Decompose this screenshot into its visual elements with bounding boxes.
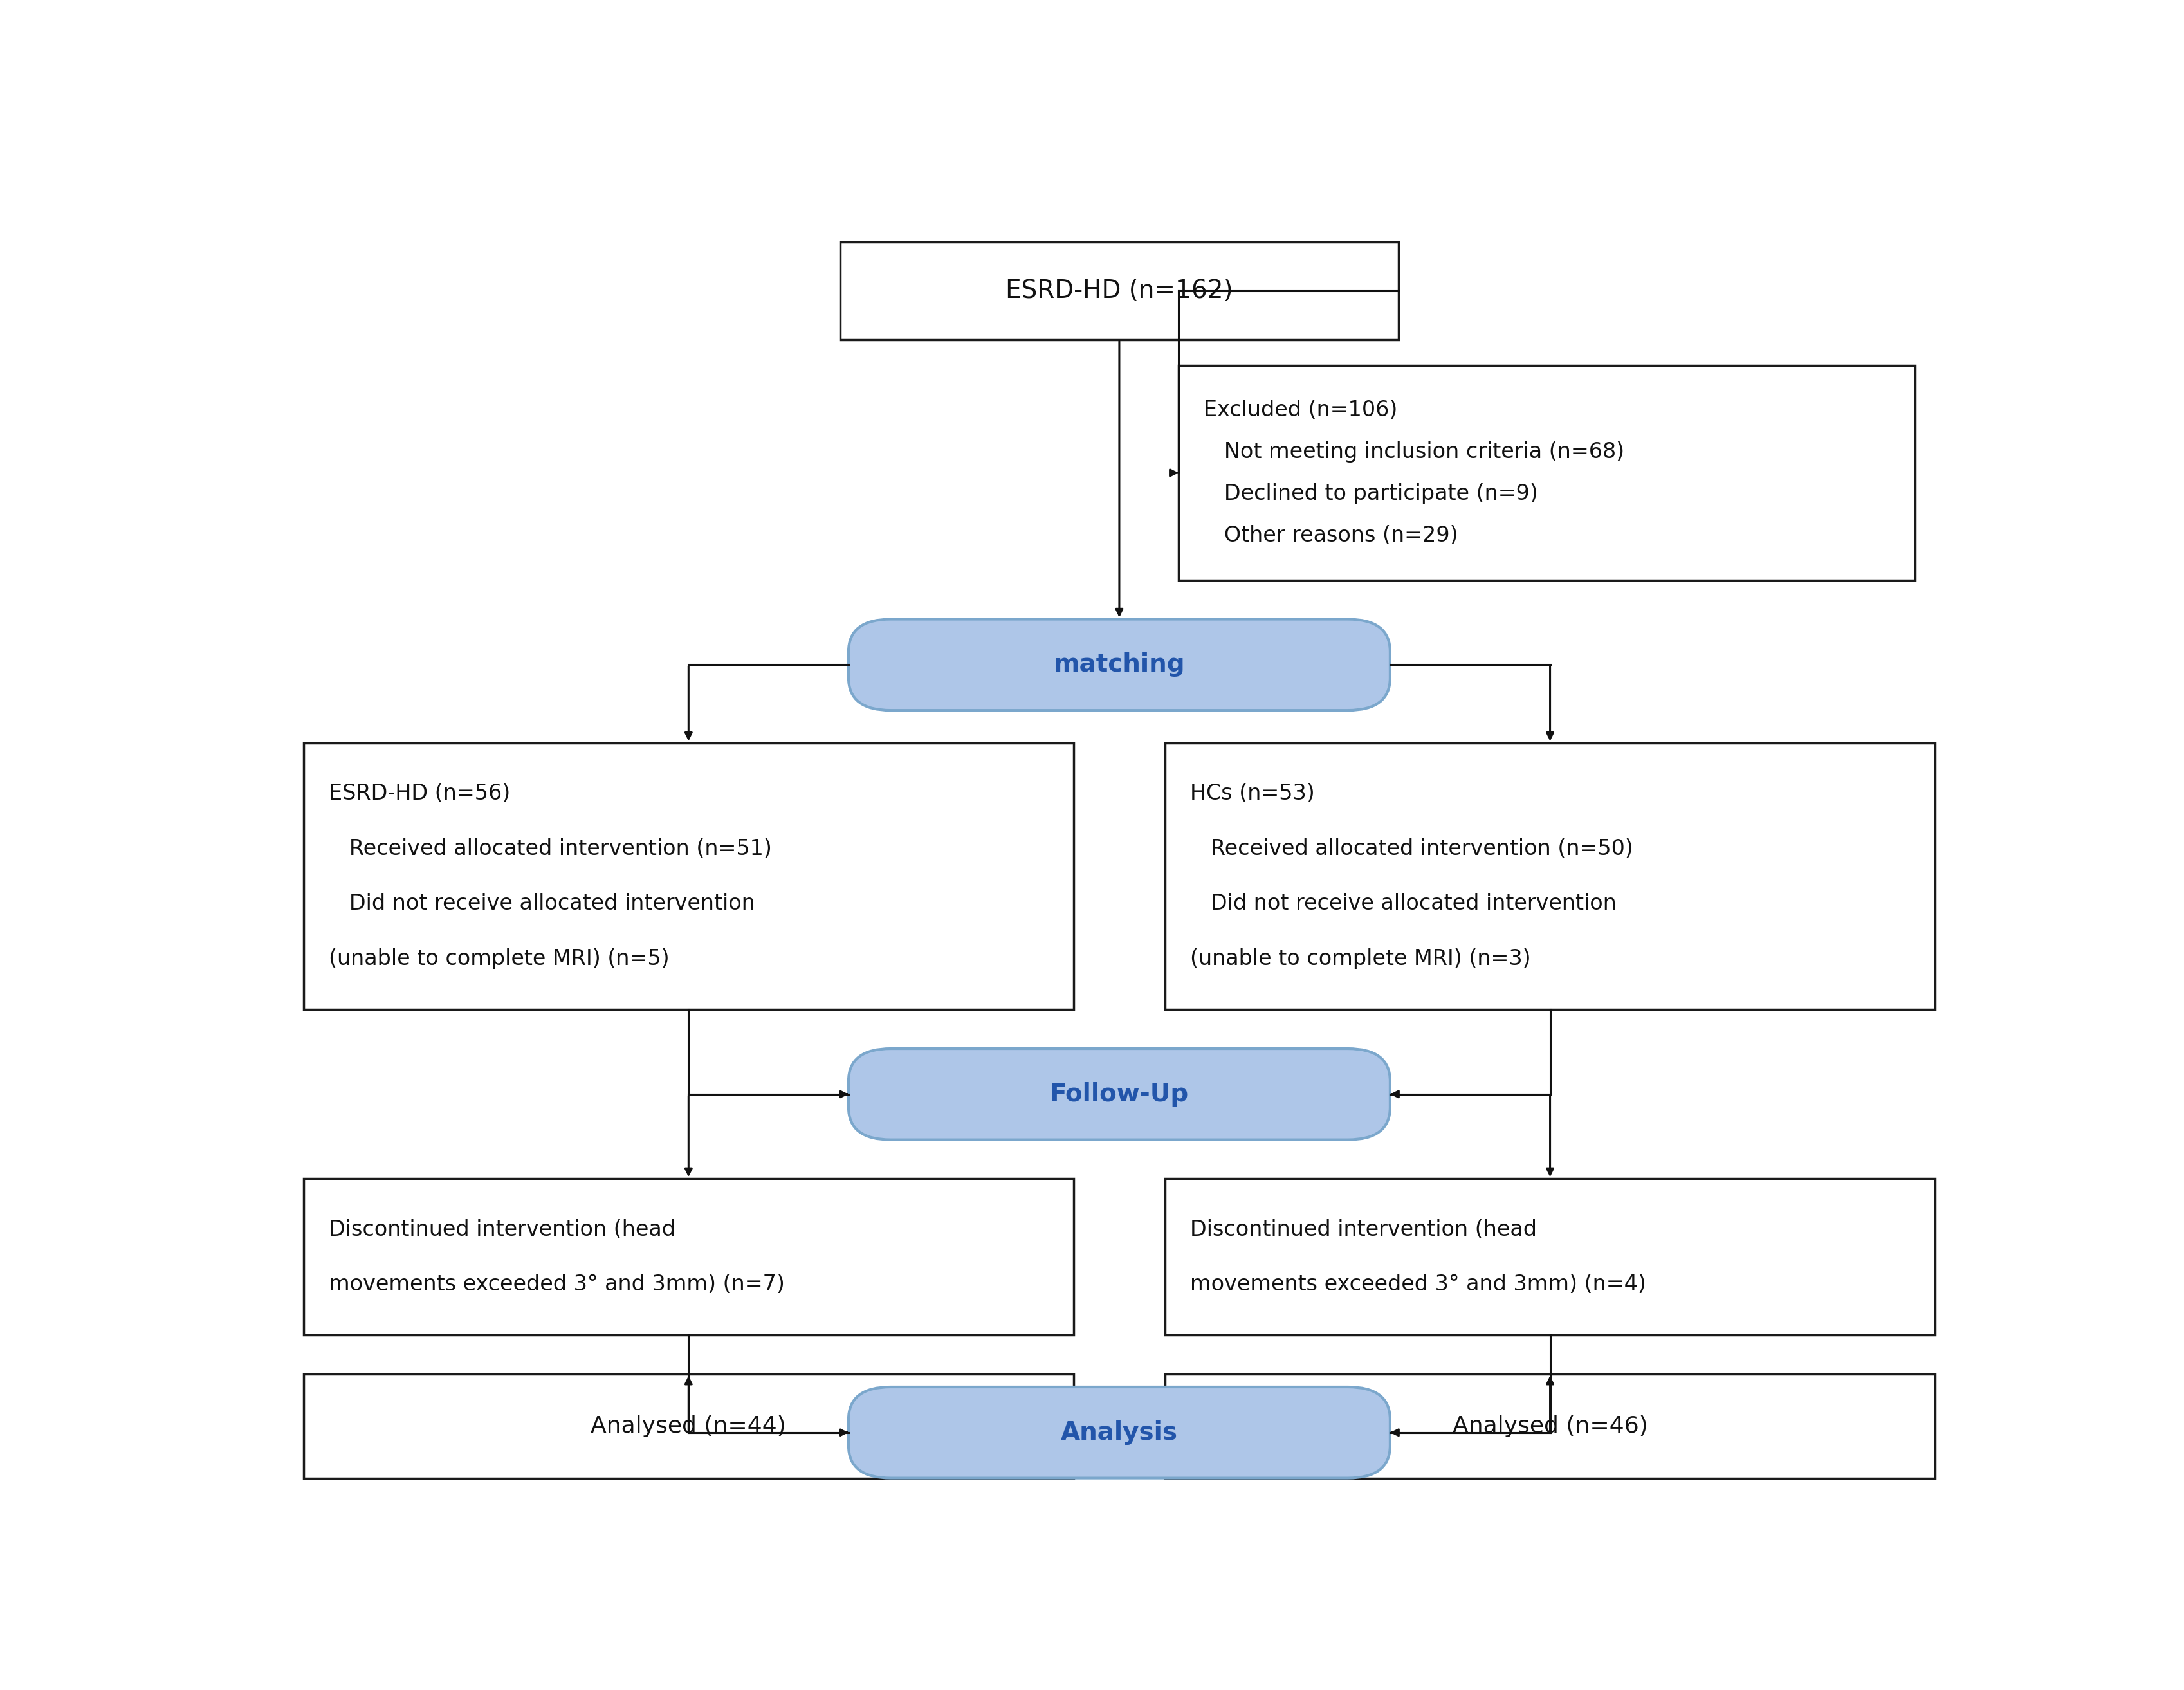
Text: ESRD-HD (n=162): ESRD-HD (n=162) [1005,279,1234,303]
Text: HCs (n=53): HCs (n=53) [1190,782,1315,804]
FancyBboxPatch shape [850,1387,1391,1479]
Text: Analysed (n=46): Analysed (n=46) [1452,1415,1647,1436]
Text: Declined to participate (n=9): Declined to participate (n=9) [1203,483,1538,504]
Text: Received allocated intervention (n=51): Received allocated intervention (n=51) [330,838,771,859]
Text: movements exceeded 3° and 3mm) (n=7): movements exceeded 3° and 3mm) (n=7) [330,1274,784,1295]
Bar [304,1180,1075,1335]
Text: Analysis: Analysis [1061,1420,1177,1445]
Text: Excluded (n=106): Excluded (n=106) [1203,399,1398,421]
FancyBboxPatch shape [850,1048,1391,1139]
Text: Discontinued intervention (head: Discontinued intervention (head [1190,1218,1538,1240]
Text: Discontinued intervention (head: Discontinued intervention (head [330,1218,675,1240]
Bar [1164,1374,1935,1479]
Text: Other reasons (n=29): Other reasons (n=29) [1203,526,1459,546]
Text: Not meeting inclusion criteria (n=68): Not meeting inclusion criteria (n=68) [1203,441,1625,463]
Bar [1164,744,1935,1009]
FancyBboxPatch shape [850,619,1391,710]
Text: Follow-Up: Follow-Up [1051,1082,1188,1107]
Text: movements exceeded 3° and 3mm) (n=4): movements exceeded 3° and 3mm) (n=4) [1190,1274,1647,1295]
Text: (unable to complete MRI) (n=5): (unable to complete MRI) (n=5) [330,948,670,970]
Text: (unable to complete MRI) (n=3): (unable to complete MRI) (n=3) [1190,948,1531,970]
Text: Did not receive allocated intervention: Did not receive allocated intervention [1190,892,1616,914]
Text: Received allocated intervention (n=50): Received allocated intervention (n=50) [1190,838,1634,859]
Bar [1164,1180,1935,1335]
Text: Did not receive allocated intervention: Did not receive allocated intervention [330,892,756,914]
Text: ESRD-HD (n=56): ESRD-HD (n=56) [330,782,511,804]
Bar [304,1374,1075,1479]
Bar [1179,365,1915,580]
Bar [841,242,1398,340]
Text: matching: matching [1053,652,1186,678]
Text: Analysed (n=44): Analysed (n=44) [592,1415,786,1436]
Bar [304,744,1075,1009]
